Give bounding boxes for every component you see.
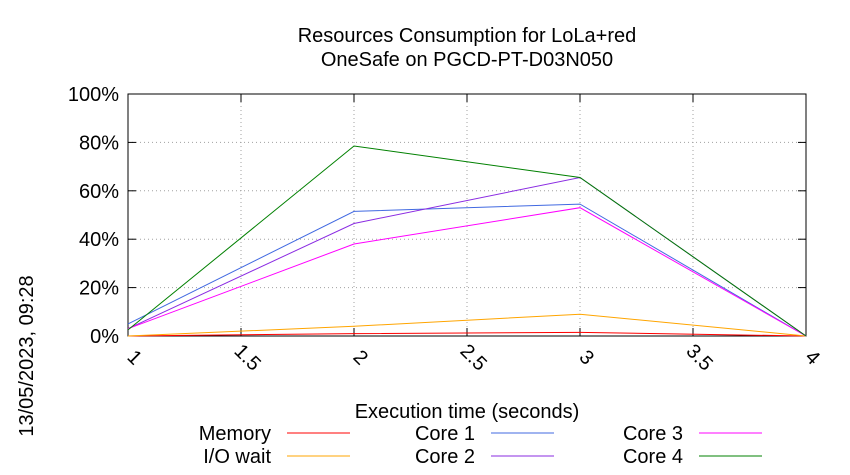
series-line-core-3 (127, 207, 807, 337)
chart-title-line-2: OneSafe on PGCD-PT-D03N050 (321, 49, 613, 71)
series-line-memory (127, 331, 807, 337)
y-axis: 0% 20% 40% 60% 80% 100% (68, 84, 806, 348)
x-tick-label: 1 (123, 346, 146, 369)
chart-title-line-1: Resources Consumption for LoLa+red (298, 25, 637, 47)
x-tick-label: 2 (349, 346, 372, 369)
y-tick-label: 0% (90, 326, 119, 348)
legend-label-core-1: Core 1 (415, 423, 475, 445)
x-tick-label: 4 (801, 346, 824, 369)
x-tick-label: 3 (575, 346, 598, 369)
series-line-core-2 (127, 176, 807, 337)
legend-label-core-3: Core 3 (623, 423, 683, 445)
legend-label-core-2: Core 2 (415, 446, 475, 468)
series-lines (127, 145, 807, 337)
legend-label-i-o-wait: I/O wait (203, 446, 271, 468)
legend-label-memory: Memory (199, 423, 271, 445)
legend-label-core-4: Core 4 (623, 446, 683, 468)
y-tick-label: 40% (79, 229, 119, 251)
series-line-i-o-wait (127, 313, 807, 337)
y-tick-label: 80% (79, 132, 119, 154)
x-axis-label: Execution time (seconds) (355, 401, 580, 423)
y-tick-label: 20% (79, 278, 119, 300)
series-line-core-4 (127, 145, 807, 337)
series-line-core-1 (127, 203, 807, 337)
y-tick-label: 60% (79, 181, 119, 203)
timestamp-label: 13/05/2023, 09:28 (16, 275, 38, 436)
x-tick-label: 2.5 (456, 340, 491, 375)
x-tick-label: 1.5 (230, 340, 265, 375)
y-tick-label: 100% (68, 84, 119, 106)
x-tick-label: 3.5 (682, 340, 717, 375)
grid (128, 94, 806, 336)
